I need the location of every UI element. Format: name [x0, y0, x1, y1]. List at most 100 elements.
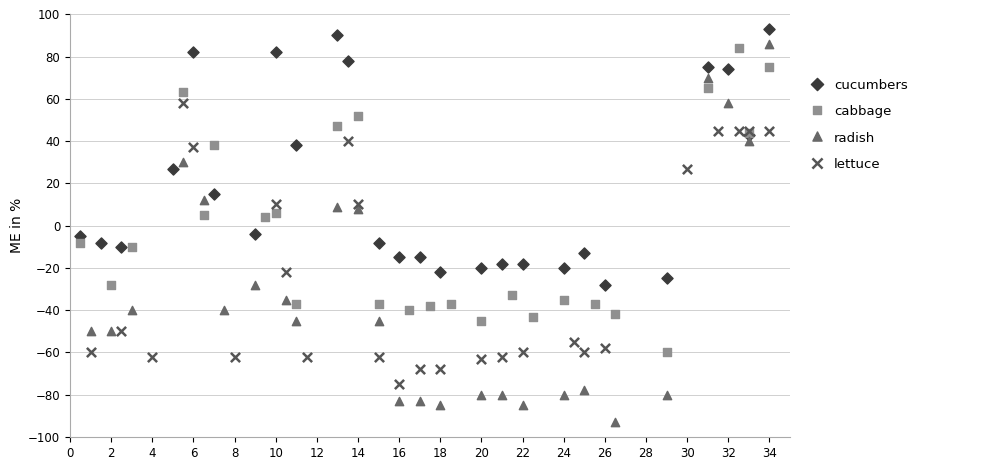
lettuce	[391, 380, 407, 388]
radish	[371, 317, 387, 324]
cabbage	[124, 243, 140, 251]
cucumbers	[247, 230, 263, 238]
lettuce	[299, 353, 315, 361]
lettuce	[175, 99, 191, 107]
lettuce	[350, 200, 366, 208]
cabbage	[268, 209, 284, 217]
cucumbers	[185, 48, 201, 56]
radish	[175, 159, 191, 166]
cabbage	[422, 302, 438, 310]
cucumbers	[93, 239, 109, 247]
radish	[288, 317, 304, 324]
radish	[607, 418, 623, 426]
cabbage	[556, 296, 572, 304]
radish	[278, 296, 294, 304]
cabbage	[473, 317, 489, 324]
radish	[741, 137, 757, 145]
lettuce	[340, 137, 356, 145]
lettuce	[473, 355, 489, 362]
radish	[412, 397, 428, 405]
radish	[247, 281, 263, 289]
lettuce	[278, 268, 294, 276]
lettuce	[412, 366, 428, 373]
cucumbers	[206, 190, 222, 198]
radish	[556, 391, 572, 399]
radish	[432, 401, 448, 409]
cabbage	[401, 306, 417, 314]
radish	[576, 387, 592, 394]
lettuce	[185, 143, 201, 151]
cabbage	[175, 89, 191, 96]
cucumbers	[412, 254, 428, 261]
lettuce	[741, 127, 757, 134]
cabbage	[443, 300, 459, 308]
cucumbers	[700, 63, 716, 71]
cucumbers	[371, 239, 387, 247]
cabbage	[607, 311, 623, 318]
lettuce	[576, 349, 592, 356]
cabbage	[329, 123, 345, 130]
lettuce	[494, 353, 510, 361]
cabbage	[103, 281, 119, 289]
lettuce	[371, 353, 387, 361]
radish	[124, 306, 140, 314]
radish	[83, 328, 99, 335]
cucumbers	[113, 243, 129, 251]
cabbage	[288, 300, 304, 308]
radish	[700, 74, 716, 82]
cabbage	[587, 300, 603, 308]
lettuce	[83, 349, 99, 356]
radish	[515, 401, 531, 409]
lettuce	[227, 353, 243, 361]
lettuce	[432, 366, 448, 373]
cucumbers	[329, 32, 345, 39]
cucumbers	[576, 249, 592, 257]
cucumbers	[340, 57, 356, 65]
cucumbers	[288, 142, 304, 149]
cabbage	[525, 313, 541, 320]
cabbage	[350, 112, 366, 120]
lettuce	[144, 353, 160, 361]
radish	[761, 40, 777, 48]
cabbage	[206, 142, 222, 149]
cabbage	[72, 239, 88, 247]
lettuce	[597, 344, 613, 352]
lettuce	[566, 338, 582, 346]
lettuce	[679, 165, 695, 172]
radish	[329, 203, 345, 210]
radish	[196, 197, 212, 204]
cucumbers	[761, 25, 777, 33]
cabbage	[741, 129, 757, 136]
cucumbers	[515, 260, 531, 267]
cabbage	[196, 211, 212, 219]
lettuce	[113, 328, 129, 335]
cucumbers	[268, 48, 284, 56]
cucumbers	[659, 275, 675, 282]
cabbage	[700, 85, 716, 92]
lettuce	[515, 349, 531, 356]
cucumbers	[473, 264, 489, 272]
cucumbers	[391, 254, 407, 261]
cucumbers	[72, 232, 88, 240]
cabbage	[659, 349, 675, 356]
cabbage	[731, 44, 747, 52]
lettuce	[761, 127, 777, 134]
radish	[494, 391, 510, 399]
radish	[473, 391, 489, 399]
Legend: cucumbers, cabbage, radish, lettuce: cucumbers, cabbage, radish, lettuce	[804, 72, 914, 177]
cucumbers	[720, 66, 736, 73]
cucumbers	[741, 131, 757, 139]
lettuce	[731, 127, 747, 134]
radish	[216, 306, 232, 314]
radish	[350, 205, 366, 212]
cucumbers	[556, 264, 572, 272]
cabbage	[761, 63, 777, 71]
cucumbers	[165, 165, 181, 172]
radish	[391, 397, 407, 405]
cabbage	[371, 300, 387, 308]
Y-axis label: ME in %: ME in %	[10, 198, 24, 253]
lettuce	[710, 127, 726, 134]
radish	[659, 391, 675, 399]
cucumbers	[432, 268, 448, 276]
cucumbers	[494, 260, 510, 267]
